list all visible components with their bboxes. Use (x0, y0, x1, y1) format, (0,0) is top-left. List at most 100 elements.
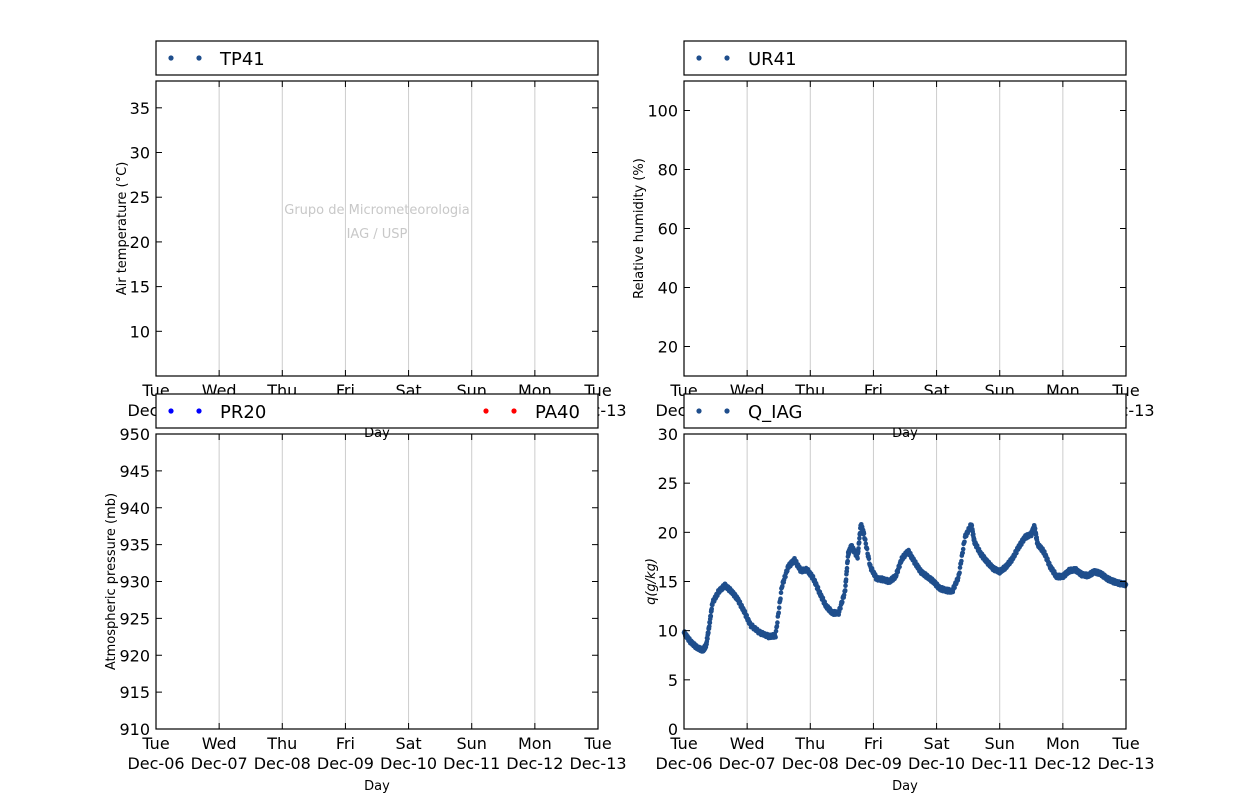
data-point (863, 537, 868, 542)
watermark: Grupo de Micrometeorologia IAG / USP (284, 203, 470, 242)
legend-label: PA40 (535, 402, 580, 423)
data-point (971, 531, 976, 537)
x-tick-label: Sun (984, 734, 1014, 753)
data-point (775, 620, 780, 625)
x-tick-label: Dec-06 (127, 754, 184, 773)
legend-marker (511, 408, 517, 414)
x-tick-label: Fri (336, 734, 355, 753)
axes-frame (683, 80, 1127, 377)
data-point (773, 634, 778, 640)
x-tick-label: Dec-08 (254, 754, 311, 773)
data-point (962, 539, 967, 545)
data-point (707, 620, 713, 625)
data-point (960, 550, 965, 556)
data-point (864, 546, 870, 552)
chart-panel-top-right: 20406080100TueDec-06WedDec-07ThuDec-08Fr… (632, 40, 1155, 441)
legend-marker (724, 408, 730, 414)
data-point (866, 556, 872, 562)
data-point (844, 565, 850, 571)
y-tick-label: 920 (119, 646, 150, 665)
legend-label: UR41 (748, 49, 797, 70)
x-axis-label: Day (892, 779, 918, 794)
y-tick-label: 20 (130, 233, 150, 252)
data-point (705, 636, 710, 641)
y-tick-label: 940 (119, 499, 150, 518)
x-tick-label: Dec-09 (317, 754, 374, 773)
y-tick-label: 35 (130, 99, 150, 118)
data-point (838, 606, 843, 611)
x-tick-label: Fri (864, 734, 883, 753)
legend-label: Q_IAG (748, 402, 802, 423)
axes-frame (155, 433, 599, 730)
x-tick-label: Dec-07 (719, 754, 776, 773)
y-tick-label: 15 (130, 278, 150, 297)
y-tick-label: 25 (658, 474, 678, 493)
x-tick-label: Tue (1111, 734, 1139, 753)
x-tick-label: Tue (141, 734, 169, 753)
y-tick-label: 0 (668, 720, 678, 739)
x-tick-label: Dec-13 (569, 754, 626, 773)
legend-box (155, 393, 599, 429)
x-tick-label: Wed (730, 734, 765, 753)
y-tick-label: 925 (119, 609, 150, 628)
data-point (843, 583, 848, 588)
data-point (856, 546, 861, 551)
x-tick-label: Dec-10 (380, 754, 437, 773)
data-point (707, 624, 712, 629)
data-point (952, 585, 957, 590)
data-point (776, 605, 782, 610)
x-tick-label: Dec-07 (191, 754, 248, 773)
y-tick-label: 910 (119, 720, 150, 739)
y-tick-label: 15 (658, 573, 678, 592)
chart-panel-bottom-right: 051015202530TueDec-06WedDec-07ThuDec-08F… (644, 393, 1155, 794)
watermark-line1: Grupo de Micrometeorologia (284, 203, 470, 218)
x-tick-label: Sun (456, 734, 486, 753)
data-point (957, 565, 963, 570)
x-tick-label: Dec-11 (971, 754, 1028, 773)
x-tick-label: Wed (202, 734, 237, 753)
data-point (857, 535, 862, 541)
chart-panel-bottom-left: 910915920925930935940945950TueDec-06WedD… (104, 393, 627, 794)
x-tick-label: Dec-12 (1034, 754, 1091, 773)
y-tick-label: 100 (647, 102, 678, 121)
x-tick-label: Mon (1046, 734, 1080, 753)
axes-frame (155, 80, 599, 377)
watermark-line2: IAG / USP (347, 227, 408, 242)
x-tick-label: Dec-10 (908, 754, 965, 773)
y-tick-label: 935 (119, 536, 150, 555)
data-point (845, 558, 850, 564)
x-tick-label: Sat (395, 734, 421, 753)
data-point (706, 630, 711, 636)
x-tick-label: Dec-09 (845, 754, 902, 773)
legend-marker (196, 55, 202, 61)
y-tick-label: 25 (130, 188, 150, 207)
data-point (1032, 526, 1038, 531)
legend-marker (724, 55, 730, 61)
legend-marker (168, 55, 174, 61)
y-axis-label: q(g/kg) (644, 558, 659, 605)
y-tick-label: 950 (119, 425, 150, 444)
data-point (863, 541, 869, 546)
data-point (708, 613, 714, 619)
data-point (774, 624, 780, 629)
x-tick-label: Mon (518, 734, 552, 753)
x-tick-label: Dec-12 (506, 754, 563, 773)
data-point (861, 531, 867, 536)
legend-box (155, 40, 599, 76)
data-point (841, 592, 847, 598)
x-tick-label: Sat (923, 734, 949, 753)
x-tick-label: Tue (583, 734, 611, 753)
y-tick-label: 30 (130, 144, 150, 163)
y-axis-label: Atmospheric pressure (mb) (104, 493, 119, 670)
x-tick-label: Thu (266, 734, 297, 753)
y-axis-label: Air temperature (°C) (115, 162, 130, 296)
y-tick-label: 945 (119, 462, 150, 481)
x-axis-label: Day (364, 779, 390, 794)
data-point (843, 577, 849, 582)
x-tick-label: Thu (794, 734, 825, 753)
legend-marker (696, 55, 702, 61)
x-tick-label: Tue (669, 734, 697, 753)
data-point (960, 546, 966, 552)
legend-marker (483, 408, 489, 414)
y-axis-label: Relative humidity (%) (632, 158, 647, 299)
